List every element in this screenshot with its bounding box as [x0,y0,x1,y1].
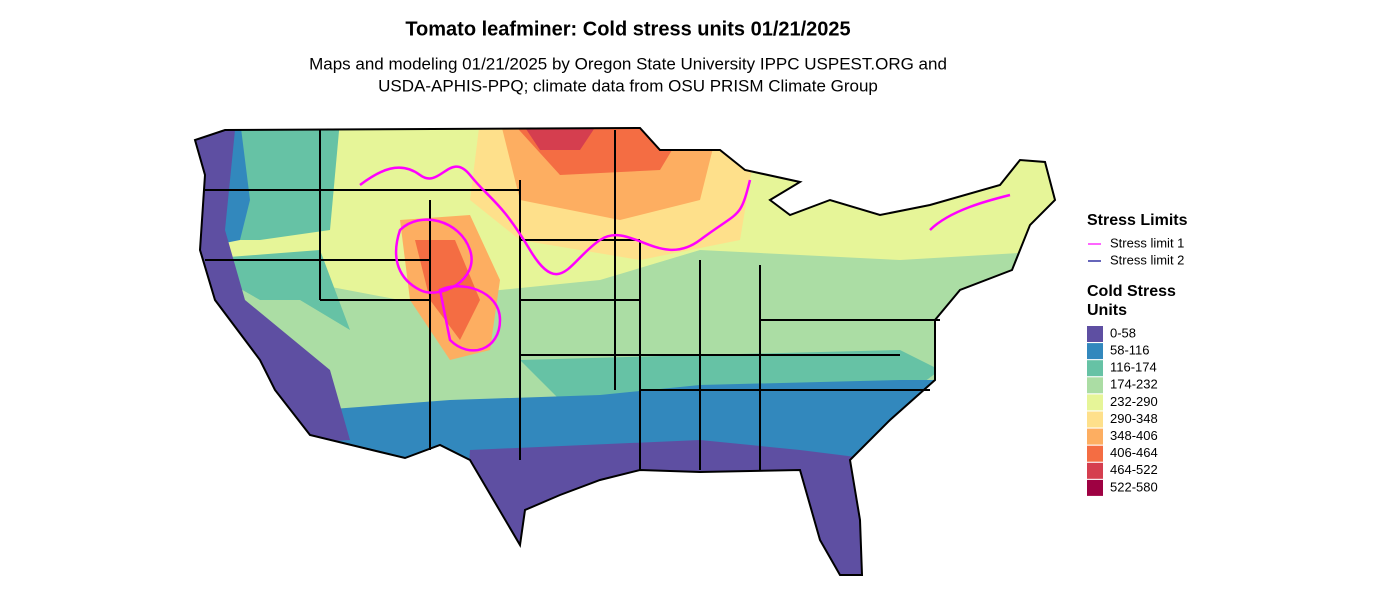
legend-label: Stress limit 1 [1110,235,1184,250]
legend-label: 406-464 [1110,445,1158,460]
legend-swatch [1087,343,1103,360]
legend-swatch [1087,428,1103,445]
legend-title: Stress Limits [1087,212,1188,229]
map [195,128,1055,575]
legend-label: 348-406 [1110,428,1158,443]
legend-label: 0-58 [1110,325,1136,340]
legend-label: 58-116 [1110,343,1150,358]
legend-label: 522-580 [1110,479,1158,494]
legend-swatch [1087,326,1103,342]
legend-swatch [1087,360,1103,377]
legend-title: Units [1087,302,1127,319]
legend-label: 174-232 [1110,377,1158,392]
stress-limit-1-contours [359,165,1011,352]
legend-swatch [1087,479,1103,496]
state-borders [193,126,1057,576]
legend-label: 232-290 [1110,394,1158,409]
legend: Stress Limits Cold Stress Units Stress l… [1087,212,1188,496]
title: Tomato leafminer: Cold stress units 01/2… [405,18,850,40]
legend-label: Stress limit 2 [1110,252,1184,267]
legend-title: Cold Stress [1087,283,1176,300]
legend-label: 290-348 [1110,411,1158,426]
legend-swatch [1087,394,1103,411]
legend-label: 464-522 [1110,462,1158,477]
legend-swatch [1087,445,1103,462]
legend-swatch [1087,411,1103,428]
legend-swatch [1087,377,1103,394]
subtitle: Maps and modeling 01/21/2025 by Oregon S… [309,54,947,73]
subtitle: USDA-APHIS-PPQ; climate data from OSU PR… [378,76,878,95]
legend-label: 116-174 [1110,360,1157,375]
legend-swatch [1087,462,1103,479]
